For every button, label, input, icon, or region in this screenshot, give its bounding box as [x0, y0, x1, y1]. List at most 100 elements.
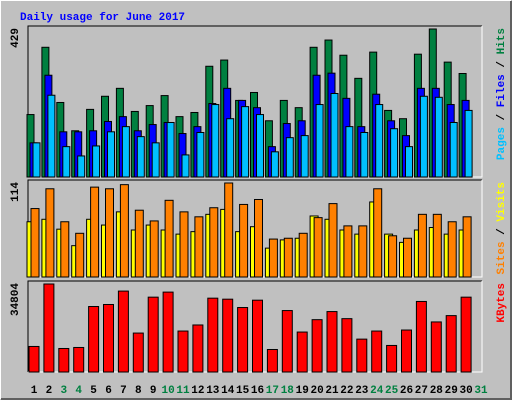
bar: [415, 300, 427, 373]
bar: [311, 319, 323, 373]
bar: [60, 221, 70, 278]
bar: [30, 208, 40, 278]
bar: [103, 303, 114, 373]
y-tick-label: 114: [10, 182, 22, 202]
bar: [196, 131, 205, 178]
bar: [445, 315, 457, 373]
bar: [296, 331, 308, 373]
bar: [419, 95, 428, 178]
bar: [254, 198, 263, 278]
bar: [211, 104, 220, 178]
bar: [360, 131, 369, 178]
bar: [356, 338, 368, 373]
bar: [266, 348, 278, 373]
x-tick-label: 13: [206, 385, 220, 397]
x-tick-label: 15: [236, 385, 250, 397]
bar: [330, 93, 339, 178]
bar: [237, 307, 249, 373]
x-tick-label: 8: [135, 385, 142, 397]
legend-entry: KBytes: [496, 283, 508, 323]
bar: [239, 203, 249, 278]
bar: [417, 213, 427, 278]
bar: [147, 296, 159, 373]
bar: [92, 145, 101, 178]
bar: [462, 216, 472, 278]
bar: [268, 238, 278, 278]
x-tick-label: 12: [191, 385, 204, 397]
bar: [77, 155, 86, 178]
bar: [373, 188, 383, 278]
bar: [256, 114, 264, 178]
legend: KBytes: [496, 283, 508, 323]
x-tick-label: 26: [400, 385, 413, 397]
bar: [460, 296, 472, 373]
bar: [90, 186, 100, 278]
bar: [119, 184, 129, 278]
bar: [73, 346, 85, 373]
bar: [62, 146, 71, 178]
legend-separator: /: [496, 222, 508, 242]
x-tick-label: 9: [150, 385, 157, 397]
x-tick-label: 19: [296, 385, 309, 397]
legend-entry: Pages: [496, 127, 508, 160]
legend-entry: Files: [496, 74, 508, 107]
bar: [401, 329, 412, 373]
chart-title: Daily usage for June 2017: [20, 12, 185, 24]
bar: [224, 182, 234, 278]
bar: [226, 118, 235, 178]
bar: [371, 330, 383, 373]
bar: [222, 298, 234, 373]
bar: [328, 203, 338, 278]
bar: [181, 154, 190, 178]
x-tick-label: 14: [221, 385, 235, 397]
bar: [300, 135, 309, 178]
bar: [192, 324, 204, 373]
x-tick-label: 11: [176, 385, 190, 397]
legend-separator: /: [496, 54, 508, 74]
bar: [345, 126, 354, 178]
bar: [151, 142, 160, 178]
bar: [75, 232, 85, 278]
bar: [136, 136, 145, 178]
bar: [121, 126, 130, 178]
bar: [343, 225, 353, 278]
plot-border-dark: [27, 280, 482, 372]
x-tick-label: 22: [340, 385, 353, 397]
x-tick-label: 17: [266, 385, 279, 397]
bar: [434, 96, 443, 178]
legend-separator: /: [496, 107, 508, 127]
bar: [432, 213, 442, 278]
x-tick-label: 2: [46, 385, 53, 397]
x-tick-label: 31: [474, 385, 488, 397]
legend: Pages / Files / Hits: [496, 28, 508, 160]
x-tick-label: 1: [31, 385, 38, 397]
bar: [390, 128, 399, 178]
bar: [283, 237, 293, 278]
bar: [358, 225, 368, 278]
bar: [270, 151, 279, 178]
bar: [298, 232, 308, 278]
bar: [105, 188, 114, 278]
bar: [447, 221, 457, 278]
x-tick-label: 21: [325, 385, 339, 397]
x-tick-label: 24: [370, 385, 384, 397]
bar: [28, 345, 40, 373]
bar: [166, 121, 175, 178]
x-tick-label: 3: [60, 385, 67, 397]
x-tick-label: 23: [355, 385, 369, 397]
x-tick-label: 20: [310, 385, 323, 397]
bar: [32, 142, 41, 178]
bar: [241, 106, 250, 178]
x-tick-label: 4: [75, 385, 82, 397]
bar: [326, 311, 338, 373]
bar: [117, 290, 129, 373]
bar: [341, 318, 353, 373]
bar: [177, 330, 189, 373]
bar: [43, 283, 55, 373]
bar: [132, 332, 144, 373]
bar: [449, 121, 458, 178]
bar: [194, 216, 204, 278]
